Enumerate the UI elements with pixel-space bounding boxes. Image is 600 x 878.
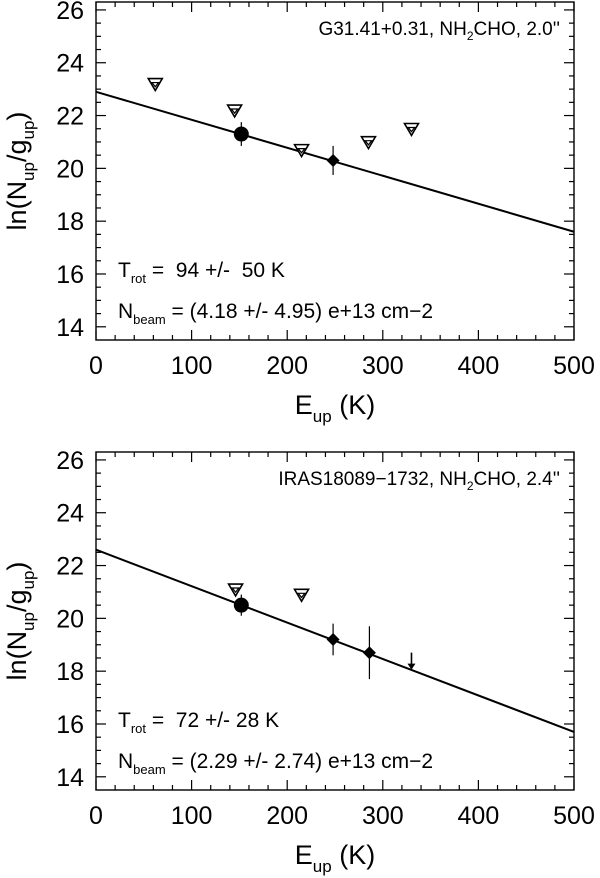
data-point-triangle-inner <box>407 126 416 133</box>
data-point-triangle-inner <box>230 108 240 115</box>
panel-title: IRAS18089−1732, NH2CHO, 2.4'' <box>278 469 560 493</box>
x-tick-label: 100 <box>171 802 213 830</box>
y-axis-label-part: ln(N <box>2 181 32 231</box>
x-axis-label-part: up <box>313 857 332 876</box>
annotation-nbeam: Nbeam = (2.29 +/- 2.74) e+13 cm−2 <box>118 750 433 777</box>
x-tick-label: 0 <box>89 352 103 380</box>
data-point-triangle-inner <box>297 147 306 154</box>
data-point-triangle <box>146 77 164 93</box>
data-point-triangle <box>403 122 420 137</box>
x-axis-label-part: up <box>313 407 332 426</box>
plot-frame <box>95 451 575 791</box>
y-tick-label: 22 <box>56 103 84 131</box>
annotation-nbeam-part: beam <box>133 312 166 327</box>
data-point-triangle-inner <box>231 587 240 594</box>
data-point-triangle <box>293 143 310 159</box>
y-axis-label-part: /g <box>2 589 32 612</box>
x-axis-label-part: E <box>295 390 313 420</box>
data-point-diamond <box>326 153 340 167</box>
y-tick-label: 24 <box>56 50 84 78</box>
y-axis-label-part: ) <box>2 112 32 121</box>
x-tick-label: 300 <box>362 802 404 830</box>
annotation-trot-part: rot <box>131 721 147 736</box>
annotation-nbeam: Nbeam = (4.18 +/- 4.95) e+13 cm−2 <box>118 300 433 327</box>
panel-title-part: CHO, 2.4'' <box>474 469 560 490</box>
data-point-triangle <box>226 104 244 119</box>
annotation-trot-part: = 94 +/- 50 K <box>146 259 285 282</box>
annotation-trot-part: T <box>118 259 131 282</box>
x-axis-label-part: (K) <box>332 840 376 870</box>
y-tick-label: 26 <box>56 0 84 25</box>
data-point-triangle <box>227 583 244 598</box>
y-axis-label-part: ) <box>2 562 32 571</box>
x-tick-label: 400 <box>458 352 500 380</box>
x-tick-label: 100 <box>171 352 213 380</box>
annotation-nbeam-part: = (2.29 +/- 2.74) e+13 cm−2 <box>166 750 433 773</box>
y-axis-label-part: /g <box>2 139 32 162</box>
annotation-nbeam-part: = (4.18 +/- 4.95) e+13 cm−2 <box>166 300 433 323</box>
x-tick-label: 200 <box>266 352 308 380</box>
x-axis-label: Eup (K) <box>295 390 375 426</box>
data-point-circle <box>233 126 249 142</box>
data-point-triangle <box>293 588 310 603</box>
y-tick-label: 22 <box>56 553 84 581</box>
panel-title-part: CHO, 2.0'' <box>474 19 560 40</box>
data-point-circle <box>233 597 249 613</box>
y-axis-label-part: up <box>19 121 38 140</box>
x-tick-label: 300 <box>362 352 404 380</box>
y-tick-label: 14 <box>56 764 84 792</box>
panel-title-part: 2 <box>467 29 474 43</box>
panel-title-part: G31.41+0.31, NH <box>318 19 466 40</box>
y-tick-label: 18 <box>56 208 84 236</box>
data-point-triangle-inner <box>150 81 160 88</box>
y-tick-label: 16 <box>56 261 84 289</box>
x-axis-label-part: (K) <box>332 390 376 420</box>
panel-title-part: IRAS18089−1732, NH <box>278 469 467 490</box>
annotation-nbeam-part: beam <box>133 762 166 777</box>
x-tick-label: 200 <box>266 802 308 830</box>
y-axis-label: ln(Nup/gup) <box>2 112 38 231</box>
y-tick-label: 14 <box>56 314 84 342</box>
annotation-trot-part: = 72 +/- 28 K <box>146 709 279 732</box>
annotation-trot: Trot = 72 +/- 28 K <box>118 709 279 736</box>
panel-title-part: 2 <box>467 479 474 493</box>
upper-limit-arrow-head <box>407 663 416 670</box>
y-axis-label: ln(Nup/gup) <box>2 562 38 681</box>
x-axis-label-part: E <box>295 840 313 870</box>
annotation-trot-part: rot <box>131 271 147 286</box>
y-tick-label: 26 <box>56 447 84 475</box>
y-tick-label: 24 <box>56 500 84 528</box>
y-tick-label: 20 <box>56 155 84 183</box>
panel-title: G31.41+0.31, NH2CHO, 2.0'' <box>318 19 560 43</box>
x-tick-label: 500 <box>553 802 595 830</box>
y-tick-label: 18 <box>56 658 84 686</box>
panel-2: 0 100 200 300 400 500 14 16 18 20 22 24 26 Eup (K) ln(… <box>2 447 595 876</box>
plot-frame <box>95 1 575 341</box>
data-point-triangle-inner <box>297 592 306 599</box>
y-axis-label-part: ln(N <box>2 631 32 681</box>
y-axis-label-part: up <box>19 612 38 631</box>
annotation-trot-part: T <box>118 709 131 732</box>
x-tick-label: 500 <box>553 352 595 380</box>
annotation-nbeam-part: N <box>118 750 133 773</box>
data-point-diamond <box>326 632 340 646</box>
panel-1: 0 100 200 300 400 500 14 16 18 20 22 24 26 Eup (K) ln(… <box>2 0 595 426</box>
annotation-nbeam-part: N <box>118 300 133 323</box>
x-axis-label: Eup (K) <box>295 840 375 876</box>
y-tick-label: 16 <box>56 711 84 739</box>
x-tick-label: 0 <box>89 802 103 830</box>
data-point-triangle-inner <box>364 140 373 146</box>
y-axis-label-part: up <box>19 571 38 590</box>
annotation-trot: Trot = 94 +/- 50 K <box>118 259 285 286</box>
data-point-triangle <box>360 135 377 151</box>
data-point-diamond <box>362 646 376 660</box>
x-tick-label: 400 <box>458 802 500 830</box>
y-tick-label: 20 <box>56 605 84 633</box>
y-axis-label-part: up <box>19 162 38 181</box>
